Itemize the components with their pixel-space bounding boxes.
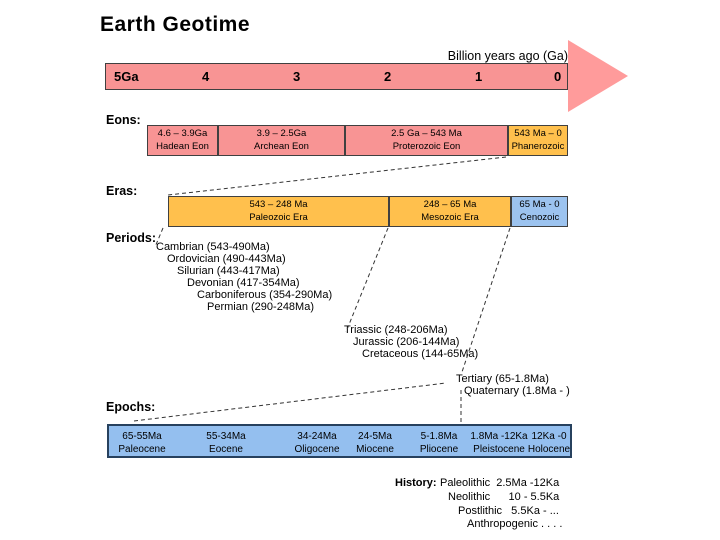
period-ordovician: Ordovician (490-443Ma) xyxy=(167,253,286,265)
tick-0: 0 xyxy=(554,69,562,84)
connector-tertiary-to-epochs xyxy=(133,382,447,422)
era-paleozoic: 543 – 248 Ma Paleozoic Era xyxy=(168,196,389,227)
eon-hadean: 4.6 – 3.9Ga Hadean Eon xyxy=(147,125,218,156)
epoch-name: Paleocene xyxy=(118,443,166,455)
epoch-name: Miocene xyxy=(356,443,394,455)
period-jurassic: Jurassic (206-144Ma) xyxy=(353,336,460,348)
period-permian: Permian (290-248Ma) xyxy=(207,301,314,313)
eon-archean: 3.9 – 2.5Ga Archean Eon xyxy=(218,125,345,156)
epoch-name: Pleistocene xyxy=(473,443,525,455)
period-quaternary: Quaternary (1.8Ma - ) xyxy=(464,385,570,397)
eon-range: 543 Ma – 0 xyxy=(514,127,562,139)
epoch-pleistocene: 1.8Ma -12Ka Pleistocene xyxy=(470,431,527,456)
eon-range: 2.5 Ga – 543 Ma xyxy=(391,127,462,139)
epoch-range: 5-1.8Ma xyxy=(420,431,458,442)
epoch-range: 34-24Ma xyxy=(297,431,337,442)
era-name: Paleozoic Era xyxy=(249,211,308,223)
eon-name: Archean Eon xyxy=(254,140,309,152)
period-silurian: Silurian (443-417Ma) xyxy=(177,265,280,277)
history-label: History: xyxy=(395,477,437,489)
history-paleolithic: Paleolithic 2.5Ma -12Ka xyxy=(440,477,560,489)
period-carboniferous: Carboniferous (354-290Ma) xyxy=(197,289,333,301)
history-postlithic: Postlithic 5.5Ka - ... xyxy=(458,505,559,517)
connector-mesozoic-to-periods xyxy=(345,227,389,333)
history-neolithic: Neolithic 10 - 5.5Ka xyxy=(448,491,560,503)
period-triassic: Triassic (248-206Ma) xyxy=(344,324,448,336)
epoch-range: 1.8Ma -12Ka xyxy=(470,431,528,442)
period-cretaceous: Cretaceous (144-65Ma) xyxy=(362,348,479,360)
eon-name: Hadean Eon xyxy=(156,140,209,152)
eon-proterozoic: 2.5 Ga – 543 Ma Proterozoic Eon xyxy=(345,125,508,156)
epoch-holocene: 12Ka -0 Holocene xyxy=(528,431,570,456)
eon-range: 3.9 – 2.5Ga xyxy=(256,127,307,139)
period-cambrian: Cambrian (543-490Ma) xyxy=(156,241,270,253)
era-range: 248 – 65 Ma xyxy=(423,198,477,210)
eon-range: 4.6 – 3.9Ga xyxy=(157,127,208,139)
tick-5ga: 5Ga xyxy=(114,69,139,84)
epochs-bar: 65-55Ma Paleocene 55-34Ma Eocene 34-24Ma… xyxy=(107,424,572,458)
tick-4: 4 xyxy=(202,69,210,84)
timeline-bar: 5Ga 4 3 2 1 0 xyxy=(105,63,568,90)
era-cenozoic: 65 Ma - 0 Cenozoic xyxy=(511,196,568,227)
page-title: Earth Geotime xyxy=(100,13,251,36)
period-devonian: Devonian (417-354Ma) xyxy=(187,277,300,289)
eon-name: Phanerozoic xyxy=(511,140,565,152)
tick-2: 2 xyxy=(384,69,392,84)
epoch-eocene: 55-34Ma Eocene xyxy=(206,431,245,456)
epoch-range: 12Ka -0 xyxy=(531,431,567,442)
connector-phanerozoic-to-eras xyxy=(167,156,507,196)
epoch-name: Holocene xyxy=(527,443,571,455)
tick-1: 1 xyxy=(475,69,483,84)
epoch-name: Pliocene xyxy=(419,443,459,455)
eon-phanerozoic: 543 Ma – 0 Phanerozoic xyxy=(508,125,568,156)
epoch-name: Eocene xyxy=(209,443,243,455)
epoch-pliocene: 5-1.8Ma Pliocene xyxy=(420,431,458,456)
periods-label: Periods: xyxy=(106,231,157,245)
history-anthropogenic: Anthropogenic . . . . xyxy=(467,518,563,530)
epoch-oligocene: 34-24Ma Oligocene xyxy=(294,431,339,456)
epoch-range: 24-5Ma xyxy=(358,431,392,442)
eras-label: Eras: xyxy=(106,184,138,198)
axis-label: Billion years ago (Ga) xyxy=(447,49,568,63)
epoch-range: 55-34Ma xyxy=(206,431,246,442)
tick-3: 3 xyxy=(293,69,301,84)
eon-name: Proterozoic Eon xyxy=(392,140,461,152)
period-tertiary: Tertiary (65-1.8Ma) xyxy=(456,373,549,385)
era-mesozoic: 248 – 65 Ma Mesozoic Era xyxy=(389,196,511,227)
era-range: 543 – 248 Ma xyxy=(249,198,308,210)
epochs-label: Epochs: xyxy=(106,400,156,414)
epoch-miocene: 24-5Ma Miocene xyxy=(356,431,394,456)
era-name: Mesozoic Era xyxy=(421,211,479,223)
era-range: 65 Ma - 0 xyxy=(519,198,560,210)
epoch-name: Oligocene xyxy=(294,443,340,455)
epoch-paleocene: 65-55Ma Paleocene xyxy=(118,431,165,456)
epoch-range: 65-55Ma xyxy=(122,431,162,442)
era-name: Cenozoic xyxy=(519,211,560,223)
eons-label: Eons: xyxy=(106,113,141,127)
